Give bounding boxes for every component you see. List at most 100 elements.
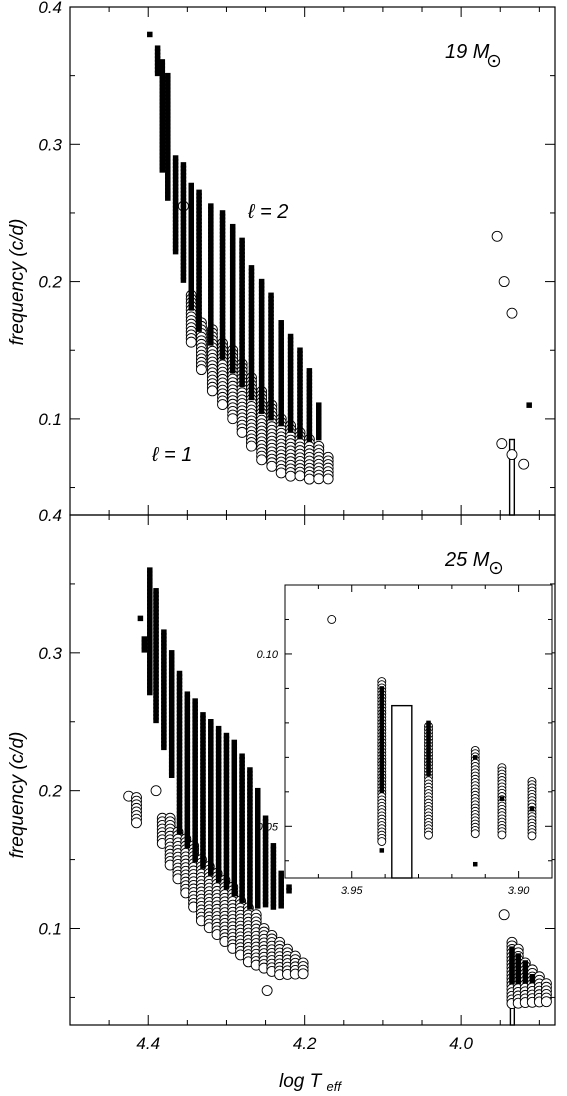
data-point-l2 (184, 705, 191, 712)
data-point-l2 (262, 901, 269, 908)
data-point-l2 (184, 828, 191, 834)
data-point-l2 (159, 69, 166, 76)
data-point-l2 (223, 736, 230, 742)
data-point-l2 (306, 429, 313, 435)
data-point-l2 (165, 94, 171, 100)
data-point-l2 (426, 765, 431, 770)
data-point-l2 (176, 703, 183, 709)
data-point-l2 (200, 776, 206, 783)
data-point-l2 (254, 870, 261, 877)
data-point-l2 (379, 740, 385, 746)
data-point-l2 (254, 791, 261, 798)
data-point-l2 (192, 849, 198, 856)
data-point-l2 (176, 717, 183, 724)
data-point-l2 (172, 194, 179, 201)
bottom-panel: 0.1 0.2 0.3 0.4 4.4 4.2 4.0 25 M frequency (c/… (7, 506, 556, 1094)
data-point-l1 (506, 449, 518, 461)
data-point-l2 (192, 723, 198, 730)
data-point-l2 (215, 725, 222, 732)
data-point-l2 (529, 977, 536, 984)
data-point-l2 (168, 722, 175, 728)
data-point-l2 (147, 581, 153, 588)
data-point-l2 (200, 794, 206, 801)
data-point-l2 (176, 778, 183, 785)
data-point-l2 (379, 753, 385, 758)
data-point-l2 (219, 220, 226, 227)
data-point-l2 (176, 746, 183, 752)
data-point-l2 (215, 848, 222, 854)
data-point-l2 (147, 585, 153, 591)
data-point-l2 (287, 355, 294, 361)
data-point-l2 (192, 773, 198, 780)
data-point-l2 (176, 713, 183, 720)
data-point-l2 (200, 769, 206, 776)
data-point-l2 (254, 813, 261, 819)
data-point-l2 (184, 810, 191, 816)
data-point-l2 (247, 814, 253, 820)
data-point-l2 (161, 733, 167, 740)
data-point-l2 (262, 898, 269, 904)
data-point-l2 (239, 252, 245, 258)
bottom-plot-frame (69, 514, 556, 1026)
data-point-l2 (153, 645, 159, 652)
data-point-l2 (215, 841, 222, 847)
data-point-l2 (219, 296, 226, 303)
data-point-l2 (168, 707, 175, 714)
data-point-l2 (229, 270, 236, 277)
data-point-l2 (147, 668, 153, 674)
data-point-l2 (247, 857, 253, 863)
data-point-l2 (172, 191, 179, 197)
data-point-l2 (268, 303, 274, 309)
data-point-l2 (188, 269, 194, 275)
data-point-l2 (200, 766, 206, 772)
data-point-l2 (208, 271, 214, 278)
data-point-l2 (248, 272, 255, 278)
data-point-l2 (196, 258, 202, 264)
x-axis-label: log T eff (279, 1071, 342, 1094)
data-point-l2 (219, 300, 226, 306)
data-point-l2 (208, 296, 214, 303)
data-point-l2 (229, 321, 236, 327)
data-point-l2 (176, 757, 183, 763)
data-point-l2 (278, 345, 284, 351)
data-point-l2 (239, 771, 245, 777)
data-point-l2 (188, 254, 194, 261)
data-point-l2 (248, 315, 255, 322)
data-point-l2 (258, 314, 265, 321)
data-point-l2 (215, 851, 222, 858)
data-point-l2 (239, 370, 245, 377)
data-point-l2 (159, 149, 166, 155)
data-point-l2 (306, 371, 313, 378)
data-point-l2 (180, 252, 187, 258)
data-point-l2 (168, 754, 175, 760)
data-point-l2 (184, 774, 191, 780)
data-point-l2 (529, 974, 536, 980)
data-point-l2 (208, 780, 214, 786)
data-point-l2 (184, 756, 191, 762)
x-tick-label: 4.2 (293, 1034, 317, 1053)
data-point-l2 (270, 846, 277, 853)
data-point-l2 (192, 705, 198, 712)
data-point-l2 (268, 414, 274, 421)
data-point-l2 (200, 730, 206, 736)
data-point-l2 (153, 714, 159, 720)
data-point-l2 (229, 353, 236, 360)
data-point-l2 (379, 750, 385, 755)
data-point-l2 (247, 893, 253, 899)
data-point-l2 (426, 771, 431, 777)
data-point-l2 (180, 212, 187, 219)
data-point-l2 (168, 696, 175, 703)
data-point-l2 (196, 308, 202, 314)
data-point-l2 (268, 371, 274, 378)
data-point-l2 (172, 176, 179, 183)
data-point-l2 (231, 836, 238, 843)
data-point-l2 (231, 869, 238, 875)
data-point-l2 (229, 313, 236, 320)
data-point-l2 (208, 304, 214, 310)
data-point-l2 (229, 299, 236, 306)
data-point-l2 (297, 433, 303, 440)
data-point-l2 (426, 736, 431, 742)
data-point-l2 (180, 219, 187, 226)
data-point-l2 (168, 740, 175, 746)
data-point-l2 (278, 399, 284, 405)
